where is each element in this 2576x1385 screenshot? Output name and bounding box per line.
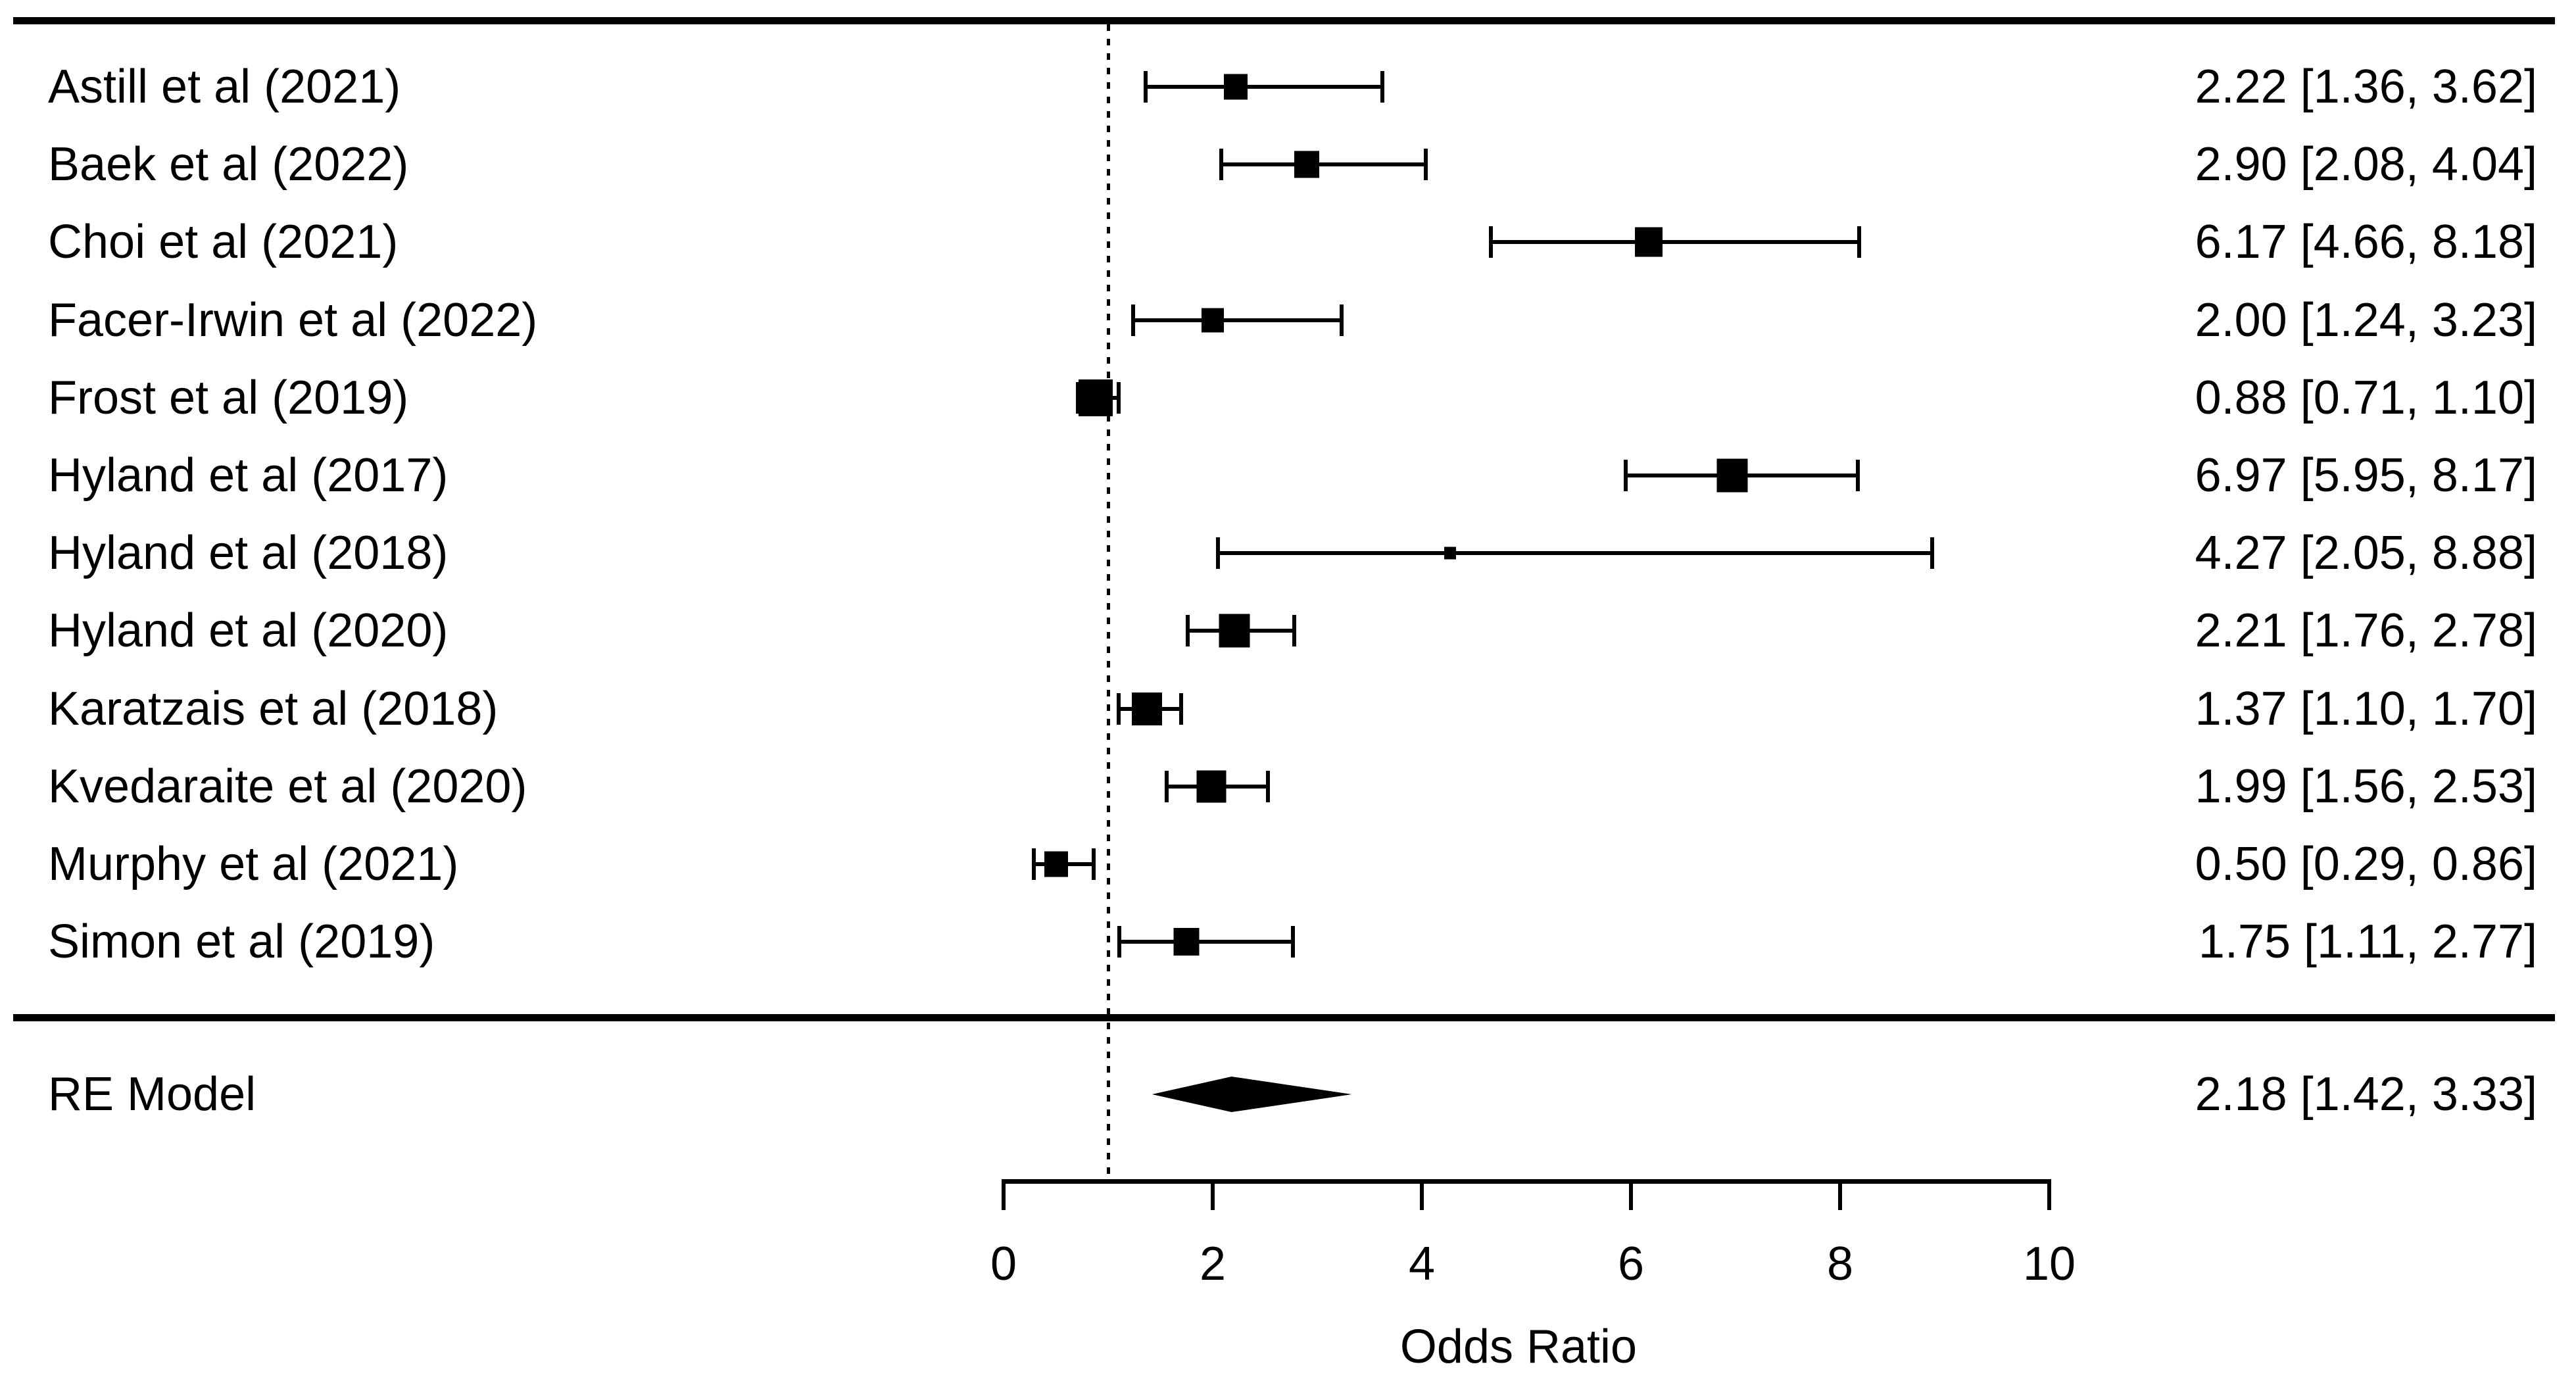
ci-cap-high bbox=[1179, 692, 1184, 725]
ci-cap-low bbox=[1116, 692, 1121, 725]
ci-cap-high bbox=[1091, 848, 1096, 880]
study-label: Frost et al (2019) bbox=[48, 371, 409, 424]
x-axis-tick bbox=[1420, 1179, 1424, 1210]
study-label: Kvedaraite et al (2020) bbox=[48, 760, 527, 813]
x-axis-title: Odds Ratio bbox=[1399, 1321, 1638, 1373]
estimate-value: 2.00 [1.24, 3.23] bbox=[2195, 293, 2537, 347]
estimate-marker bbox=[1223, 74, 1248, 100]
estimate-marker bbox=[1078, 379, 1113, 416]
x-axis-tick-label: 0 bbox=[990, 1238, 1017, 1290]
ci-cap-low bbox=[1075, 381, 1080, 414]
ci-cap-high bbox=[1292, 615, 1297, 647]
ci-cap-high bbox=[1291, 926, 1296, 958]
study-label: Hyland et al (2017) bbox=[48, 449, 449, 502]
ci-cap-high bbox=[1339, 304, 1344, 336]
ci-cap-low bbox=[1165, 770, 1169, 802]
summary-separator-rule bbox=[13, 1014, 2555, 1021]
ci-cap-low bbox=[1185, 615, 1190, 647]
x-axis-tick bbox=[2047, 1179, 2051, 1210]
estimate-value: 2.90 [2.08, 4.04] bbox=[2195, 138, 2537, 191]
ci-cap-low bbox=[1117, 926, 1122, 958]
study-label: Choi et al (2021) bbox=[48, 216, 399, 269]
ci-cap-low bbox=[1488, 226, 1493, 258]
estimate-value: 6.97 [5.95, 8.17] bbox=[2195, 449, 2537, 502]
estimate-marker bbox=[1635, 227, 1663, 257]
estimate-value: 6.17 [4.66, 8.18] bbox=[2195, 216, 2537, 269]
x-axis-tick bbox=[1629, 1179, 1633, 1210]
ci-cap-low bbox=[1215, 537, 1220, 570]
ci-cap-high bbox=[1856, 460, 1860, 491]
estimate-marker bbox=[1131, 692, 1162, 725]
study-label: Murphy et al (2021) bbox=[48, 838, 459, 890]
ci-cap-low bbox=[1032, 848, 1036, 880]
x-axis-line bbox=[1002, 1179, 2051, 1184]
study-label: Facer-Irwin et al (2022) bbox=[48, 293, 538, 347]
x-axis-tick-label: 4 bbox=[1408, 1238, 1436, 1290]
ci-cap-low bbox=[1144, 71, 1148, 103]
estimate-value: 2.21 [1.76, 2.78] bbox=[2195, 604, 2537, 658]
study-label: Hyland et al (2018) bbox=[48, 527, 449, 580]
estimate-marker bbox=[1294, 151, 1320, 178]
estimate-marker bbox=[1716, 458, 1748, 493]
ci-line bbox=[1119, 940, 1294, 944]
estimate-value: 0.88 [0.71, 1.10] bbox=[2195, 371, 2537, 424]
reference-line bbox=[1107, 24, 1110, 1179]
x-axis-tick-label: 6 bbox=[1617, 1238, 1645, 1290]
summary-label: RE Model bbox=[48, 1068, 256, 1121]
summary-diamond bbox=[1152, 1077, 1352, 1112]
estimate-value: 0.50 [0.29, 0.86] bbox=[2195, 838, 2537, 890]
estimate-marker bbox=[1219, 614, 1250, 648]
estimate-marker bbox=[1202, 308, 1224, 333]
ci-line bbox=[1221, 162, 1426, 167]
estimate-marker bbox=[1196, 770, 1227, 803]
estimate-value: 2.22 [1.36, 3.62] bbox=[2195, 61, 2537, 113]
estimate-value: 1.99 [1.56, 2.53] bbox=[2195, 760, 2537, 813]
summary-value: 2.18 [1.42, 3.33] bbox=[2195, 1068, 2537, 1121]
ci-cap-low bbox=[1131, 304, 1136, 336]
ci-cap-high bbox=[1380, 71, 1384, 103]
top-rule bbox=[13, 17, 2555, 24]
x-axis-tick bbox=[1002, 1179, 1006, 1210]
ci-line bbox=[1146, 85, 1382, 89]
study-label: Hyland et al (2020) bbox=[48, 604, 449, 658]
study-label: Simon et al (2019) bbox=[48, 915, 435, 969]
ci-line bbox=[1217, 551, 1932, 556]
estimate-marker bbox=[1044, 851, 1068, 877]
ci-cap-high bbox=[1857, 226, 1861, 258]
estimate-value: 1.37 [1.10, 1.70] bbox=[2195, 682, 2537, 735]
ci-cap-low bbox=[1624, 460, 1628, 491]
ci-cap-high bbox=[1266, 770, 1271, 802]
ci-cap-high bbox=[1930, 537, 1934, 570]
ci-cap-low bbox=[1219, 149, 1223, 181]
x-axis-tick bbox=[1211, 1179, 1215, 1210]
x-axis-tick-label: 10 bbox=[2022, 1238, 2076, 1290]
estimate-marker bbox=[1173, 928, 1200, 956]
ci-cap-high bbox=[1116, 381, 1121, 414]
study-label: Karatzais et al (2018) bbox=[48, 682, 498, 735]
ci-line bbox=[1133, 318, 1342, 322]
ci-line bbox=[1490, 240, 1859, 245]
x-axis-tick bbox=[1838, 1179, 1842, 1210]
estimate-value: 4.27 [2.05, 8.88] bbox=[2195, 527, 2537, 580]
study-label: Astill et al (2021) bbox=[48, 61, 401, 113]
x-axis-tick-label: 2 bbox=[1199, 1238, 1227, 1290]
estimate-marker bbox=[1444, 547, 1456, 560]
estimate-value: 1.75 [1.11, 2.77] bbox=[2198, 915, 2537, 969]
study-label: Baek et al (2022) bbox=[48, 138, 409, 191]
x-axis-tick-label: 8 bbox=[1826, 1238, 1854, 1290]
ci-cap-high bbox=[1424, 149, 1428, 181]
